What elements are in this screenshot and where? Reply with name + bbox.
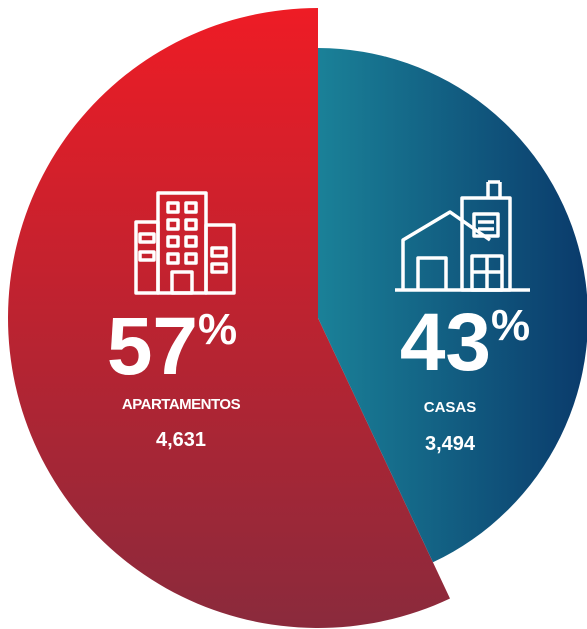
pie-slice: [7, 8, 450, 628]
building-icon: [134, 191, 236, 295]
count-label: 3,494: [425, 433, 476, 455]
percent-label: 57%: [107, 301, 237, 392]
count-label: 4,631: [156, 429, 206, 451]
percent-value: 43: [400, 297, 491, 388]
category-label: APARTAMENTOS: [122, 396, 241, 413]
percent-label: 43%: [400, 297, 530, 388]
pie-slice: [318, 48, 587, 563]
percent-unit: %: [491, 301, 530, 350]
percent-unit: %: [198, 305, 237, 354]
slices: [7, 8, 587, 628]
percent-value: 57: [107, 301, 198, 392]
house-icon: [395, 180, 530, 292]
category-label: CASAS: [424, 399, 477, 416]
